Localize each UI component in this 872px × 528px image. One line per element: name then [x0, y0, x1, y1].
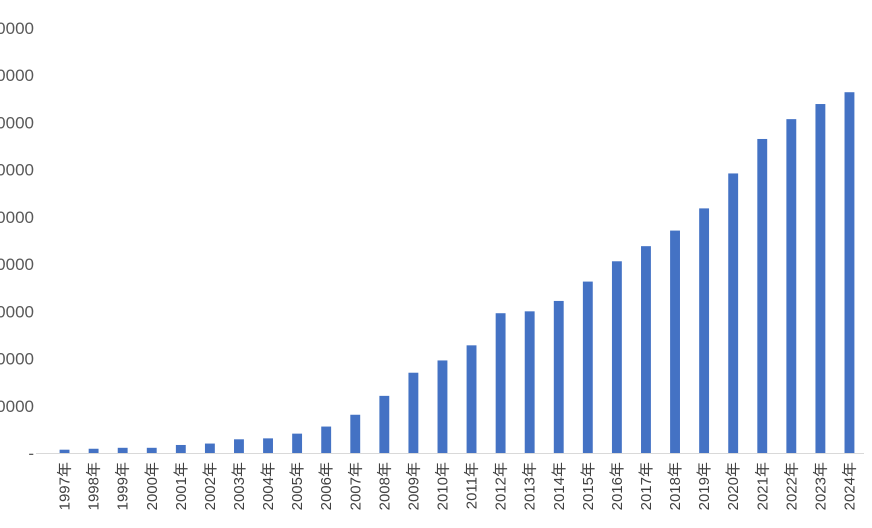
bar [204, 443, 215, 453]
x-tick-label: 1999年 [115, 462, 132, 510]
x-tick-label: 2024年 [841, 462, 858, 510]
bar [699, 208, 710, 453]
bar [582, 281, 593, 453]
y-tick-label: 60000 [0, 161, 34, 180]
bar [757, 138, 768, 453]
x-tick-label: 2016年 [609, 462, 626, 510]
x-tick-label: 2007年 [347, 462, 364, 510]
bars [59, 92, 855, 454]
bar [146, 447, 157, 453]
bar [728, 173, 739, 453]
bar [59, 449, 70, 453]
x-tick-label: 2004年 [260, 462, 277, 510]
x-tick-label: 2023年 [812, 462, 829, 510]
x-tick-label: 2019年 [696, 462, 713, 510]
x-tick-label: 2009年 [405, 462, 422, 510]
x-tick-label: 2003年 [231, 462, 248, 510]
bar [815, 104, 826, 454]
x-tick-label: 1998年 [86, 462, 103, 510]
bar [263, 438, 273, 453]
bar [524, 311, 535, 453]
bar [88, 448, 99, 453]
x-tick-label: 2005年 [289, 462, 306, 510]
x-tick-label: 2017年 [638, 462, 655, 510]
bar [292, 433, 303, 453]
bar [234, 439, 244, 453]
y-tick-label: 20000 [0, 350, 34, 369]
y-tick-label: 70000 [0, 113, 34, 132]
x-tick-label: 2015年 [580, 462, 597, 510]
x-tick-label: 2011年 [464, 462, 481, 509]
bar [117, 447, 128, 453]
y-tick-label: 10000 [0, 397, 34, 416]
y-tick-label: 40000 [0, 255, 34, 274]
bar [408, 372, 419, 453]
x-tick-label: 2000年 [144, 462, 161, 510]
bar [495, 313, 506, 453]
y-tick-label: 50000 [0, 208, 34, 227]
y-tick-label: - [28, 444, 34, 463]
x-tick-label: 2022年 [783, 462, 800, 510]
bar [641, 246, 651, 453]
x-tick-label: 2020年 [725, 462, 742, 510]
x-tick-label: 2010年 [434, 462, 451, 510]
bar [466, 345, 477, 453]
bar [611, 261, 622, 453]
y-axis-ticks: - 10000 20000 30000 40000 50000 60000 70000 8000… [0, 19, 34, 463]
bar [844, 92, 855, 453]
bar [175, 444, 186, 453]
bar [437, 360, 448, 453]
x-tick-label: 2006年 [318, 462, 335, 510]
x-tick-label: 2008年 [376, 462, 393, 510]
x-axis-ticks: 1997年 1998年 1999年 2000年 2001年 2002年 2003年 2004年… [57, 462, 859, 510]
x-tick-label: 2014年 [551, 462, 568, 510]
bar [670, 230, 680, 453]
x-tick-label: 2002年 [202, 462, 219, 510]
x-tick-label: 2013年 [522, 462, 539, 510]
x-tick-label: 2018年 [667, 462, 684, 510]
x-tick-label: 2001年 [173, 462, 190, 510]
bar [786, 119, 797, 453]
bar [553, 300, 564, 453]
x-tick-label: 2021年 [754, 462, 771, 510]
bar [321, 426, 332, 453]
y-tick-label: 80000 [0, 66, 34, 85]
y-tick-label: 30000 [0, 302, 34, 321]
bar [379, 395, 390, 453]
x-tick-label: 2012年 [493, 462, 510, 510]
y-tick-label: 90000 [0, 19, 34, 38]
x-tick-label: 1997年 [57, 462, 74, 510]
bar [350, 414, 361, 453]
